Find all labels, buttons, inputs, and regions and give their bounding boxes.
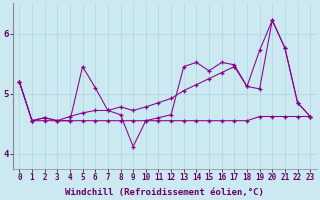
X-axis label: Windchill (Refroidissement éolien,°C): Windchill (Refroidissement éolien,°C): [65, 188, 264, 197]
